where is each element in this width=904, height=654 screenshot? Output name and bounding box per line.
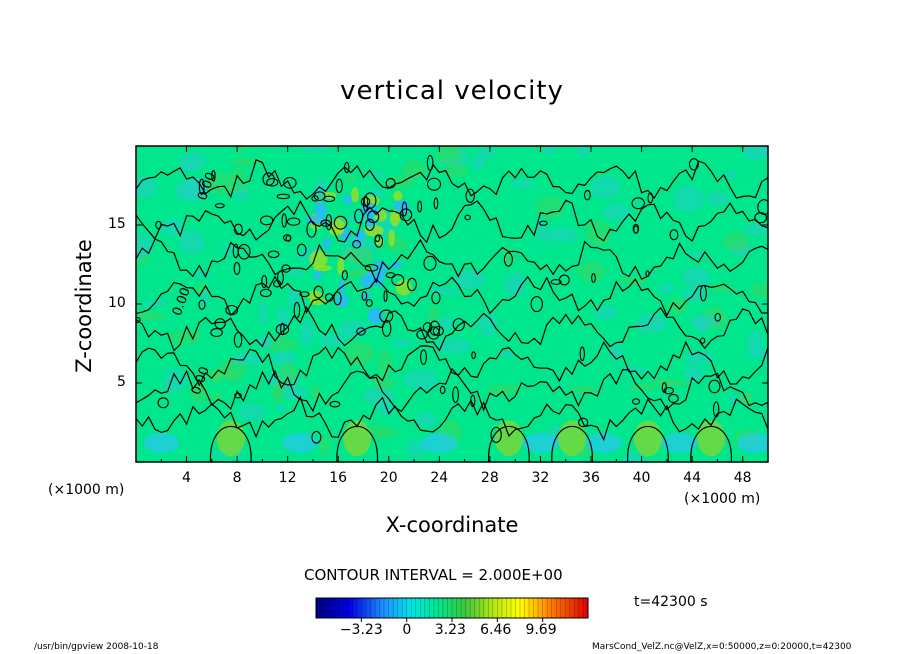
y-tick-label: 15	[108, 216, 126, 232]
colorbar-tick-label: 9.69	[525, 622, 557, 638]
x-tick-label: 16	[329, 470, 348, 486]
contour-interval-label: CONTOUR INTERVAL = 2.000E+00	[304, 566, 563, 584]
x-tick-label: 12	[278, 470, 297, 486]
x-axis-unit-left: (×1000 m)	[48, 482, 125, 498]
y-tick-label: 10	[108, 295, 126, 311]
x-tick-label: 20	[379, 470, 398, 486]
colorbar-tick-label: 3.23	[434, 622, 466, 638]
x-axis-label: X-coordinate	[385, 513, 519, 537]
x-tick-label: 4	[182, 470, 191, 486]
time-label: t=42300 s	[634, 594, 708, 610]
x-tick-label: 48	[733, 470, 752, 486]
y-tick-label: 5	[117, 374, 126, 390]
colorbar-tick-label: 0	[402, 622, 412, 638]
x-tick-label: 24	[430, 470, 449, 486]
colorbar-stripes	[320, 598, 584, 622]
x-tick-label: 40	[632, 470, 651, 486]
x-tick-label: 32	[531, 470, 550, 486]
y-axis-ticks	[136, 224, 768, 384]
x-tick-label: 44	[683, 470, 701, 486]
x-axis-ticks	[160, 146, 744, 462]
velocity-field	[136, 146, 768, 462]
footer-right: MarsCond_VelZ.nc@VelZ,x=0:50000,z=0:2000…	[592, 642, 852, 652]
colorbar-tick-label: −3.23	[339, 622, 383, 638]
x-tick-label: 36	[582, 470, 600, 486]
colorbar-tick-label: 6.46	[480, 622, 512, 638]
contour-lines	[136, 154, 768, 462]
chart-title: vertical velocity	[340, 76, 564, 106]
x-axis-unit-right: (×1000 m)	[684, 491, 761, 507]
footer-left: /usr/bin/gpview 2008-10-18	[34, 642, 159, 652]
x-tick-label: 8	[232, 470, 242, 486]
x-tick-label: 28	[480, 470, 499, 486]
